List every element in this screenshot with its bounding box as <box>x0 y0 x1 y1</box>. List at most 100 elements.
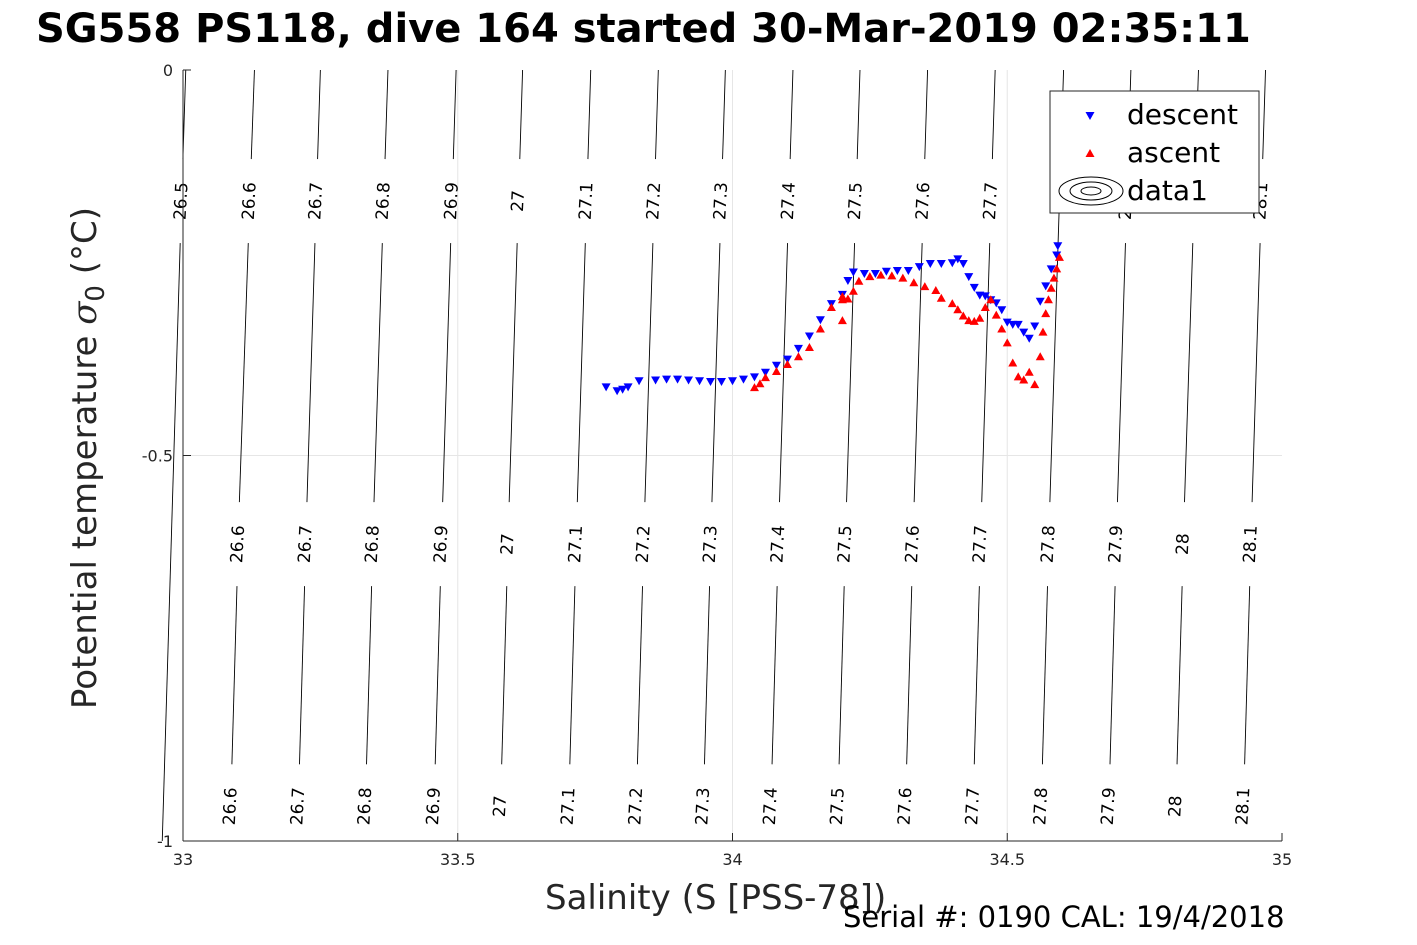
descent-point <box>623 383 633 392</box>
isopycnal-label: 26.6 <box>220 787 242 826</box>
descent-point <box>870 270 880 279</box>
x-tick-label: 34.5 <box>989 850 1025 869</box>
descent-point <box>892 266 902 275</box>
isopycnal-label: 26.7 <box>305 182 327 221</box>
ascent-point <box>1035 352 1045 361</box>
isopycnal-line <box>587 69 592 160</box>
ascent-point <box>837 316 847 325</box>
ascent-point <box>815 324 825 333</box>
isopycnal-label: 26.7 <box>295 525 317 564</box>
x-axis-label: Salinity (S [PSS-78]) <box>545 878 887 918</box>
isopycnal-label: 26.5 <box>171 182 193 221</box>
legend-contour-icon <box>1058 176 1124 206</box>
y-tick-label: -1 <box>157 832 173 851</box>
isopycnal-line <box>452 69 457 160</box>
isopycnal-label: 27.3 <box>700 525 722 564</box>
descent-point <box>793 344 803 353</box>
ascent-point <box>1046 283 1056 292</box>
descent-point <box>958 260 968 269</box>
descent-point <box>1035 297 1045 306</box>
ascent-point <box>854 276 864 285</box>
isopycnal-line <box>384 69 389 160</box>
isopycnal-label: 28.1 <box>1232 787 1254 826</box>
descent-point <box>903 266 913 275</box>
descent-point <box>1053 242 1063 251</box>
isopycnal-line <box>576 243 586 503</box>
isopycnal-label: 27.9 <box>1098 787 1120 826</box>
isopycnal-line <box>789 69 794 160</box>
ascent-point <box>782 360 792 369</box>
isopycnal-line <box>161 243 181 842</box>
descent-point <box>601 383 611 392</box>
isopycnal-line <box>856 69 861 160</box>
descent-point <box>728 377 737 386</box>
ascent-point <box>986 295 996 304</box>
legend-descent-label: descent <box>1127 98 1238 131</box>
isopycnal-line <box>722 69 726 160</box>
descent-point <box>964 273 974 282</box>
isopycnal-line <box>1176 586 1183 765</box>
ascent-point <box>848 286 858 295</box>
isopycnal-label: 26.9 <box>431 525 453 564</box>
ascent-point <box>804 343 814 352</box>
isopycnal-label: 26.8 <box>354 787 376 826</box>
isopycnal-label: 27.4 <box>778 182 800 221</box>
descent-point <box>695 377 705 386</box>
descent-point <box>651 376 661 385</box>
isopycnal-label: 27.3 <box>692 787 714 826</box>
descent-point <box>997 306 1007 315</box>
isopycnal-label: 27.6 <box>895 787 917 826</box>
ascent-point <box>793 352 803 361</box>
isopycnal-label: 27.1 <box>565 525 587 564</box>
axes: 33 33.5 34 34.5 35 0 -0.5 -1 <box>142 61 1292 869</box>
x-tick-label: 34 <box>722 850 742 869</box>
isopycnal-line <box>1117 243 1126 503</box>
descent-point <box>618 385 628 394</box>
isopycnal-line <box>913 243 923 503</box>
isopycnal-label: 26.6 <box>227 525 249 564</box>
descent-point <box>925 260 935 269</box>
descent-point <box>771 361 781 370</box>
isopycnal-line <box>238 243 249 503</box>
descent-point <box>936 260 946 269</box>
ascent-point <box>975 313 985 322</box>
isopycnal-label: 27.5 <box>834 525 856 564</box>
ascent-point <box>749 383 759 392</box>
isopycnal-line <box>924 69 929 160</box>
descent-point <box>717 377 727 386</box>
isopycnal-line <box>846 243 856 503</box>
isopycnal-line <box>838 586 845 765</box>
ascent-point <box>837 292 847 301</box>
y-tick-label: 0 <box>163 61 173 80</box>
isopycnal-line <box>644 243 654 503</box>
x-tick-label: 33.5 <box>440 850 476 869</box>
isopycnal-line <box>1109 586 1116 765</box>
descent-point <box>706 377 716 386</box>
descent-point <box>1041 282 1051 291</box>
isopycnal-label: 27.6 <box>912 182 934 221</box>
isopycnal-line <box>1251 243 1261 503</box>
legend-ascent-label: ascent <box>1127 136 1220 169</box>
isopycnal-label: 27 <box>508 190 529 213</box>
descent-point <box>953 255 963 264</box>
isopycnal-label: 27.4 <box>760 787 782 826</box>
isopycnal-label: 27.5 <box>827 787 849 826</box>
legend-data1-label: data1 <box>1127 174 1208 207</box>
ascent-point <box>1030 380 1040 389</box>
isopycnal-line <box>771 586 778 765</box>
ascent-point <box>936 293 946 302</box>
descent-point <box>662 375 672 384</box>
descent-point <box>634 377 644 386</box>
isopycnal-line <box>501 586 508 765</box>
descent-point <box>684 376 694 385</box>
isopycnal-label: 27 <box>497 533 518 556</box>
isopycnal-label: 27.1 <box>558 787 580 826</box>
ascent-point <box>876 270 886 279</box>
ascent-point <box>826 302 836 311</box>
isopycnal-line <box>711 243 721 503</box>
isopycnal-line <box>779 243 788 503</box>
isopycnal-line <box>636 586 643 765</box>
ascent-point <box>1054 252 1064 261</box>
ascent-point <box>909 278 919 287</box>
